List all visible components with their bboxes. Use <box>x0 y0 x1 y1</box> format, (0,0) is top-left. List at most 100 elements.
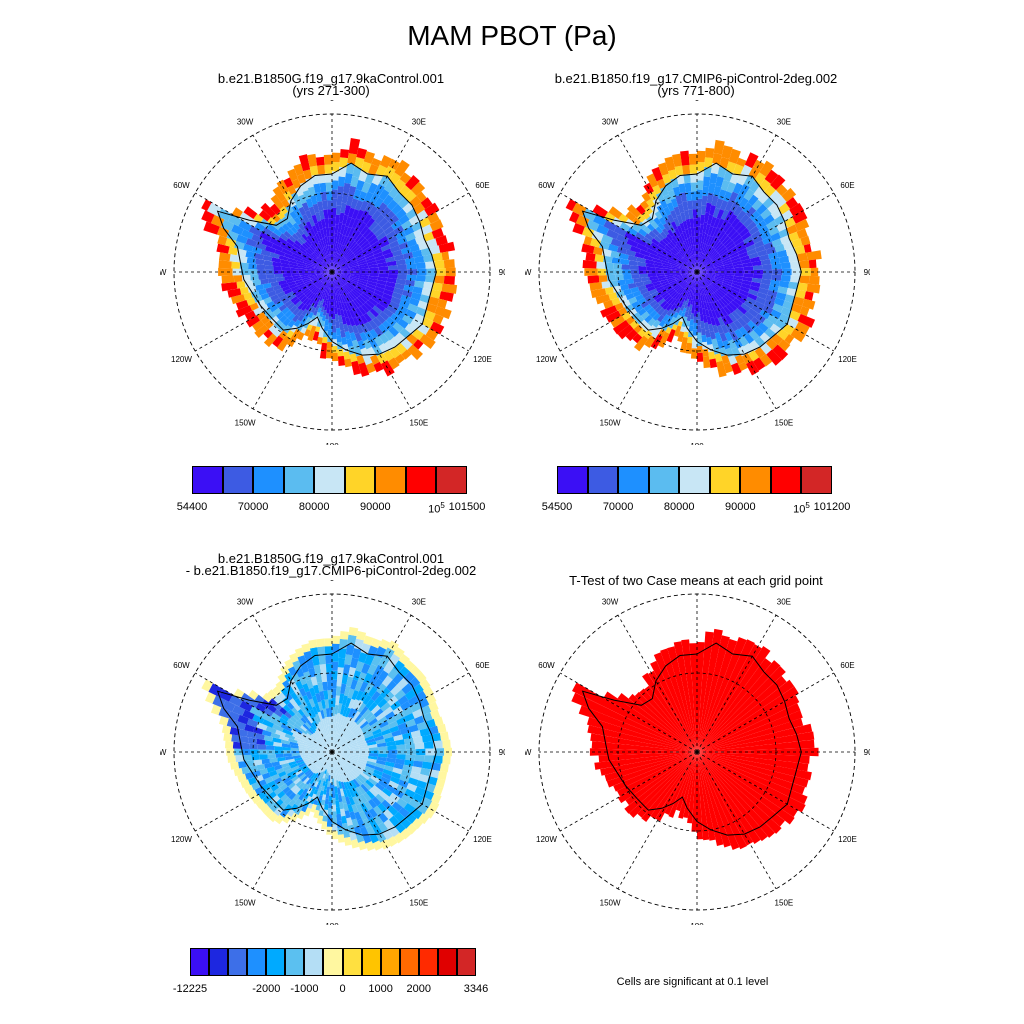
data-cell <box>406 333 418 345</box>
data-cell <box>332 742 336 752</box>
data-cell <box>797 252 808 262</box>
data-cell <box>347 292 355 301</box>
data-cell <box>420 197 433 210</box>
data-cell <box>325 256 330 265</box>
data-cell <box>382 308 394 318</box>
data-cell <box>265 725 277 734</box>
data-cell <box>678 251 685 258</box>
data-cell <box>369 308 379 318</box>
meridian-line <box>331 672 470 753</box>
data-cell <box>246 731 257 739</box>
data-cell <box>284 692 293 701</box>
data-cell <box>358 263 369 268</box>
data-cell <box>318 754 326 759</box>
data-cell <box>340 274 350 279</box>
data-cell <box>412 792 424 804</box>
data-cell <box>378 273 389 278</box>
data-cell <box>332 745 339 752</box>
data-cell <box>334 286 337 294</box>
data-cell <box>722 260 733 266</box>
panel1-title-line1: b.e21.B1850G.f19_g17.9kaControl.001 <box>217 71 445 86</box>
data-cell <box>690 299 694 305</box>
longitude-label: 180 <box>690 442 704 445</box>
data-cell <box>279 735 289 742</box>
data-cell <box>770 232 781 242</box>
data-cell <box>373 805 383 816</box>
data-cell <box>349 811 357 821</box>
data-cell <box>743 217 754 228</box>
map-boundary <box>173 593 491 911</box>
data-cell <box>728 249 739 256</box>
data-cell <box>700 320 705 329</box>
data-cell <box>738 336 749 347</box>
data-cell <box>302 213 310 223</box>
data-cell <box>398 653 410 666</box>
data-cell <box>323 749 332 752</box>
data-cell <box>695 245 697 255</box>
data-cell <box>784 334 795 345</box>
data-cell <box>744 270 754 274</box>
data-cell <box>355 251 365 259</box>
map-panel-4: 030E60E90E120E150E180150W120W90W60W30W <box>525 580 870 925</box>
data-cell <box>387 265 398 271</box>
data-cell <box>598 752 697 763</box>
data-cell <box>667 277 676 282</box>
longitude-label: 90E <box>864 268 870 277</box>
data-cell <box>351 324 359 335</box>
data-cell <box>382 647 395 660</box>
data-cell <box>288 235 297 243</box>
data-cell <box>385 256 396 263</box>
data-cell <box>648 670 697 752</box>
data-cell <box>685 320 691 327</box>
data-cell <box>687 301 691 308</box>
data-cell <box>648 191 658 201</box>
data-cell <box>293 256 304 263</box>
data-cell <box>314 250 321 257</box>
data-cell <box>305 221 313 230</box>
data-cell <box>243 784 254 794</box>
data-cell <box>258 749 267 755</box>
data-cell <box>304 807 312 817</box>
data-cell <box>348 260 358 266</box>
data-cell <box>405 309 417 320</box>
data-cell <box>355 690 364 701</box>
data-cell <box>263 707 274 717</box>
data-cell <box>351 218 360 229</box>
data-cell <box>316 273 325 276</box>
data-cell <box>383 819 395 831</box>
data-cell <box>324 717 329 727</box>
data-cell <box>670 239 678 246</box>
data-cell <box>373 251 384 259</box>
data-cell <box>357 222 367 233</box>
data-cell <box>697 752 795 825</box>
data-cell <box>340 774 346 783</box>
data-cell <box>723 170 734 182</box>
data-cell <box>365 825 376 836</box>
panel1-title: b.e21.B1850G.f19_g17.9kaControl.001 (yrs… <box>181 71 481 97</box>
data-cell <box>280 794 289 803</box>
data-cell <box>723 190 733 202</box>
data-cell <box>323 154 332 165</box>
data-cell <box>243 292 253 301</box>
data-cell <box>297 302 305 311</box>
data-cell <box>291 178 301 189</box>
data-cell <box>439 731 449 741</box>
data-cell <box>714 309 721 319</box>
data-cell <box>233 275 243 283</box>
longitude-label: 60W <box>538 661 555 670</box>
data-cell <box>721 354 730 365</box>
data-cell <box>430 762 442 772</box>
data-cell <box>697 752 761 844</box>
data-cell <box>332 635 341 644</box>
data-cell <box>300 805 308 813</box>
data-cell <box>729 321 739 332</box>
data-cell <box>697 638 738 752</box>
data-cell <box>345 301 352 311</box>
data-cell <box>691 286 694 293</box>
data-cell <box>712 153 722 165</box>
data-cell <box>628 260 638 266</box>
data-cell <box>426 303 438 314</box>
data-cell <box>262 226 273 237</box>
data-cell <box>667 213 675 223</box>
data-cell <box>368 338 379 349</box>
